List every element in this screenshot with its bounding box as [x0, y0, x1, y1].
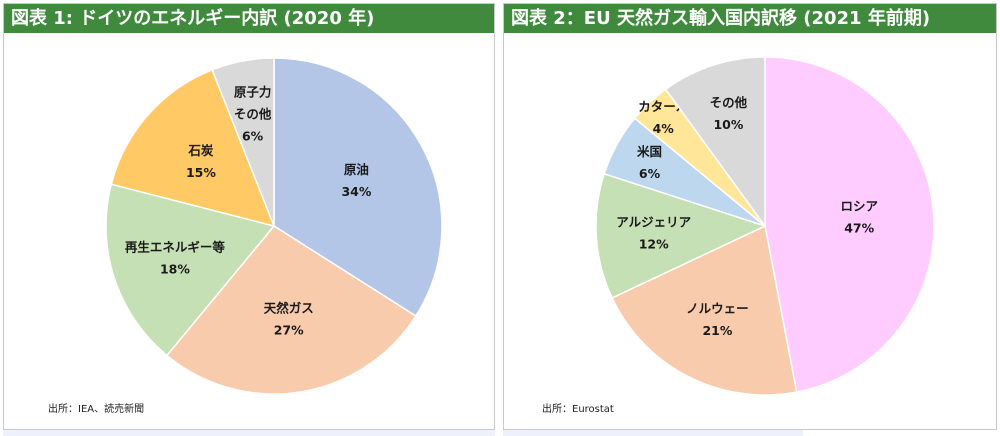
pie-slice-algeria [595, 172, 768, 299]
pie-slice-russia [764, 56, 935, 393]
pie-category-label-russia: ロシア [840, 199, 878, 214]
pie-category-label-natural-gas: 天然ガス [264, 300, 314, 315]
pie-slice-other [664, 56, 766, 229]
pie-value-label-renewables: 18% [160, 262, 190, 277]
pie-slice-renewables [105, 183, 276, 357]
pie-value-label-natural-gas: 27% [274, 322, 304, 337]
pie-category-label-item-4: その他 [234, 106, 272, 121]
pie-category-label-algeria: アルジェリア [616, 215, 691, 230]
chart-title-1: 図表 1: ドイツのエネルギー内訳 (2020 年) [4, 4, 494, 33]
source-note-2: 出所：Eurostat [542, 404, 614, 415]
panel-shadow-2 [503, 430, 803, 436]
pie-category-label-norway: ノルウェー [686, 301, 749, 316]
pie-value-label-algeria: 12% [639, 237, 669, 252]
pie-slice-item-4 [211, 57, 275, 227]
pie-value-label-other: 10% [713, 117, 743, 132]
pie-category-label-other: その他 [710, 95, 748, 110]
pie-slice-coal [110, 68, 276, 228]
pie-slice-natural-gas [165, 225, 417, 395]
pie-category-label-crude-oil: 原油 [344, 162, 369, 177]
pie-value-label-qatar: 4% [653, 121, 675, 136]
pie-category-label-item-4: 原子力 [234, 84, 272, 99]
pie-value-label-crude-oil: 34% [341, 184, 371, 199]
chart-title-2: 図表 2：EU 天然ガス輸入国内訳移 (2021 年前期) [504, 4, 996, 33]
panel-shadow-1 [3, 430, 495, 436]
pie-category-label-usa: 米国 [636, 144, 662, 159]
source-note-1: 出所：IEA、読売新聞 [48, 404, 145, 415]
pie-category-label-coal: 石炭 [187, 143, 214, 158]
pie-value-label-item-4: 6% [242, 128, 264, 143]
pie-slice-norway [611, 224, 798, 396]
pie-category-label-renewables: 再生エネルギー等 [125, 240, 226, 255]
pie-value-label-norway: 21% [702, 323, 732, 338]
pie-value-label-coal: 15% [186, 165, 216, 180]
pie-value-label-usa: 6% [639, 166, 661, 181]
pie-slice-crude-oil [273, 57, 443, 318]
pie-value-label-russia: 47% [844, 221, 874, 236]
chart-panel-1: 図表 1: ドイツのエネルギー内訳 (2020 年) 原油 34% 天然ガス 27% 再… [3, 3, 495, 430]
chart-panel-2: 図表 2：EU 天然ガス輸入国内訳移 (2021 年前期) ロシア 47% ノルウェ… [503, 3, 997, 430]
